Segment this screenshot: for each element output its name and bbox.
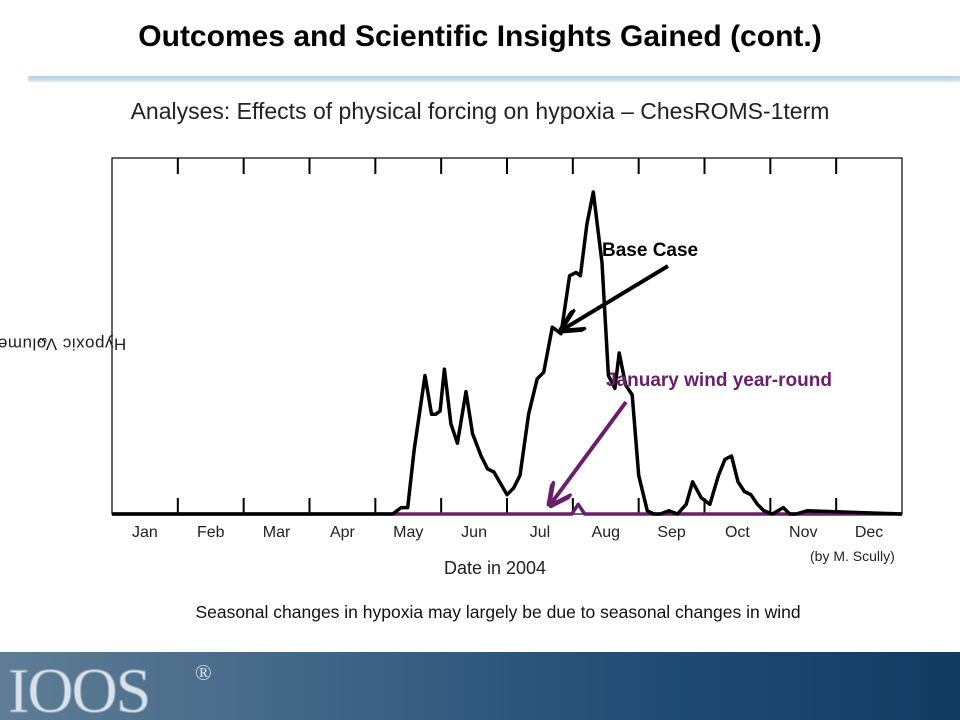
x-tick-label: Feb	[197, 524, 225, 541]
x-tick-label: Jan	[132, 524, 158, 541]
x-tick-label: Oct	[725, 524, 750, 541]
footer-bar: IOOS ®	[0, 652, 960, 720]
series-line-january-wind	[112, 502, 902, 516]
page-title: Outcomes and Scientific Insights Gained …	[138, 20, 822, 53]
base-case-arrow	[562, 264, 670, 330]
x-tick-label: Sep	[657, 524, 686, 541]
svg-text:®: ®	[195, 660, 212, 685]
ioos-logo: IOOS ®	[8, 655, 212, 720]
x-tick-label: Nov	[789, 524, 817, 541]
page-subtitle: Analyses: Effects of physical forcing on…	[130, 98, 830, 124]
hypoxia-line-chart: Jan Feb Mar Apr May Jun Jul Aug Sep Oct Nov Dec Bas…	[111, 157, 903, 541]
series-line-base-case	[112, 190, 903, 516]
x-tick-label: Aug	[592, 524, 620, 541]
top-ticks	[176, 158, 838, 174]
x-axis-label: Date in 2004	[443, 558, 547, 578]
january-wind-arrow	[550, 400, 628, 505]
january-wind-label: January wind year-round	[606, 370, 832, 391]
svg-text:IOOS: IOOS	[8, 655, 149, 720]
x-tick-label: Jul	[530, 524, 550, 541]
x-tick-label: Mar	[263, 524, 291, 541]
x-tick-label: Dec	[855, 524, 883, 541]
x-tick-label: May	[393, 524, 423, 541]
x-tick-label: Apr	[330, 524, 356, 541]
author-credit: (by M. Scully)	[810, 548, 895, 564]
title-divider	[28, 76, 960, 82]
conclusion-text: Seasonal changes in hypoxia may largely …	[195, 602, 801, 622]
x-tick-labels: Jan Feb Mar Apr May Jun Jul Aug Sep Oct Nov Dec	[132, 524, 883, 541]
plot-frame	[111, 157, 903, 515]
base-case-label: Base Case	[602, 240, 698, 261]
x-tick-label: Jun	[461, 524, 487, 541]
